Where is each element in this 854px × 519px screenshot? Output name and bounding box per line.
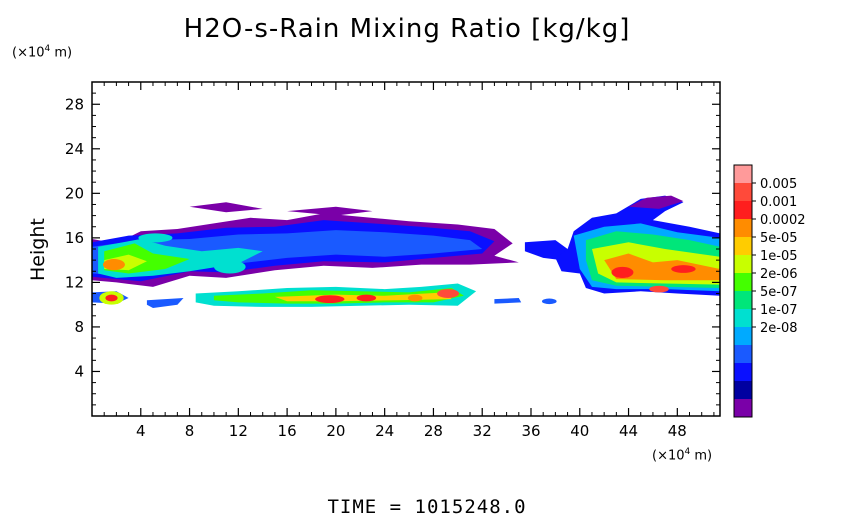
x-tick-label: 44	[619, 422, 638, 440]
colorbar-swatch	[734, 219, 752, 238]
lower-core	[356, 294, 377, 302]
x-tick-label: 8	[185, 422, 195, 440]
colorbar-label: 5e-05	[760, 231, 798, 246]
x-tick-label: 32	[473, 422, 492, 440]
colorbar-swatch	[734, 291, 752, 310]
colorbar-swatch	[734, 399, 752, 418]
lower-core	[105, 294, 118, 302]
y-tick-label: 8	[74, 318, 84, 336]
colorbar-label: 5e-07	[760, 285, 798, 300]
y-tick-label: 24	[65, 140, 84, 158]
colorbar-swatch	[734, 273, 752, 292]
colorbar-swatch	[734, 237, 752, 256]
lower-layer	[494, 298, 522, 304]
mixing-ratio-field	[92, 195, 720, 308]
colorbar-label: 1e-07	[760, 303, 798, 318]
x-tick-label: 16	[278, 422, 297, 440]
colorbar-swatch	[734, 345, 752, 364]
x-tick-label: 40	[570, 422, 589, 440]
cloud-core	[671, 265, 696, 273]
x-tick-label: 28	[424, 422, 443, 440]
x-axis-unit: (×104 m)	[652, 447, 713, 464]
lower-core	[315, 295, 345, 303]
lower-layer	[541, 298, 557, 305]
colorbar-label: 1e-05	[760, 249, 798, 264]
lower-core	[407, 294, 423, 302]
x-axis: 4 8 12 16 20 24 28 32 36 40 44 48	[103, 82, 715, 440]
y-tick-label: 16	[65, 229, 84, 247]
cloud-core	[102, 259, 125, 271]
x-tick-label: 20	[326, 422, 345, 440]
colorbar-label: 0.005	[760, 177, 797, 192]
lower-layer	[146, 298, 184, 308]
colorbar-swatch	[734, 327, 752, 346]
y-axis: 4 8 12 16 20 24 28	[65, 92, 720, 406]
colorbar-swatch	[734, 309, 752, 328]
y-tick-label: 4	[74, 362, 84, 380]
cloud-streak	[287, 206, 373, 216]
colorbar-swatch	[734, 255, 752, 274]
lower-core	[437, 289, 460, 298]
x-tick-label: 4	[136, 422, 146, 440]
x-tick-label: 48	[668, 422, 687, 440]
cloud-core	[611, 266, 634, 278]
colorbar: 0.005 0.001 0.0002 5e-05 1e-05 2e-06 5e-07 1e-0…	[733, 164, 806, 418]
cloud-core	[138, 233, 173, 243]
cloud-streak	[628, 195, 684, 209]
cloud-layer	[524, 240, 568, 261]
cloud-core	[649, 285, 669, 293]
colorbar-swatch	[734, 363, 752, 382]
colorbar-swatch	[734, 183, 752, 202]
chart-title: H2O-s-Rain Mixing Ratio [kg/kg]	[183, 14, 631, 44]
colorbar-swatch	[734, 201, 752, 220]
cloud-streak	[189, 202, 263, 213]
x-tick-label: 12	[229, 422, 248, 440]
colorbar-swatch	[734, 165, 752, 184]
time-label: TIME = 1015248.0	[327, 496, 527, 518]
x-tick-label: 24	[375, 422, 394, 440]
y-axis-unit: (×104 m)	[12, 44, 73, 61]
colorbar-label: 2e-08	[760, 321, 798, 336]
x-tick-label: 36	[521, 422, 540, 440]
colorbar-label: 0.0002	[760, 213, 806, 228]
cloud-core	[213, 260, 246, 274]
colorbar-label: 2e-06	[760, 267, 798, 282]
colorbar-label: 0.001	[760, 195, 797, 210]
y-tick-label: 20	[65, 184, 84, 202]
y-tick-label: 12	[65, 273, 84, 291]
colorbar-swatch	[734, 381, 752, 400]
y-tick-label: 28	[65, 95, 84, 113]
